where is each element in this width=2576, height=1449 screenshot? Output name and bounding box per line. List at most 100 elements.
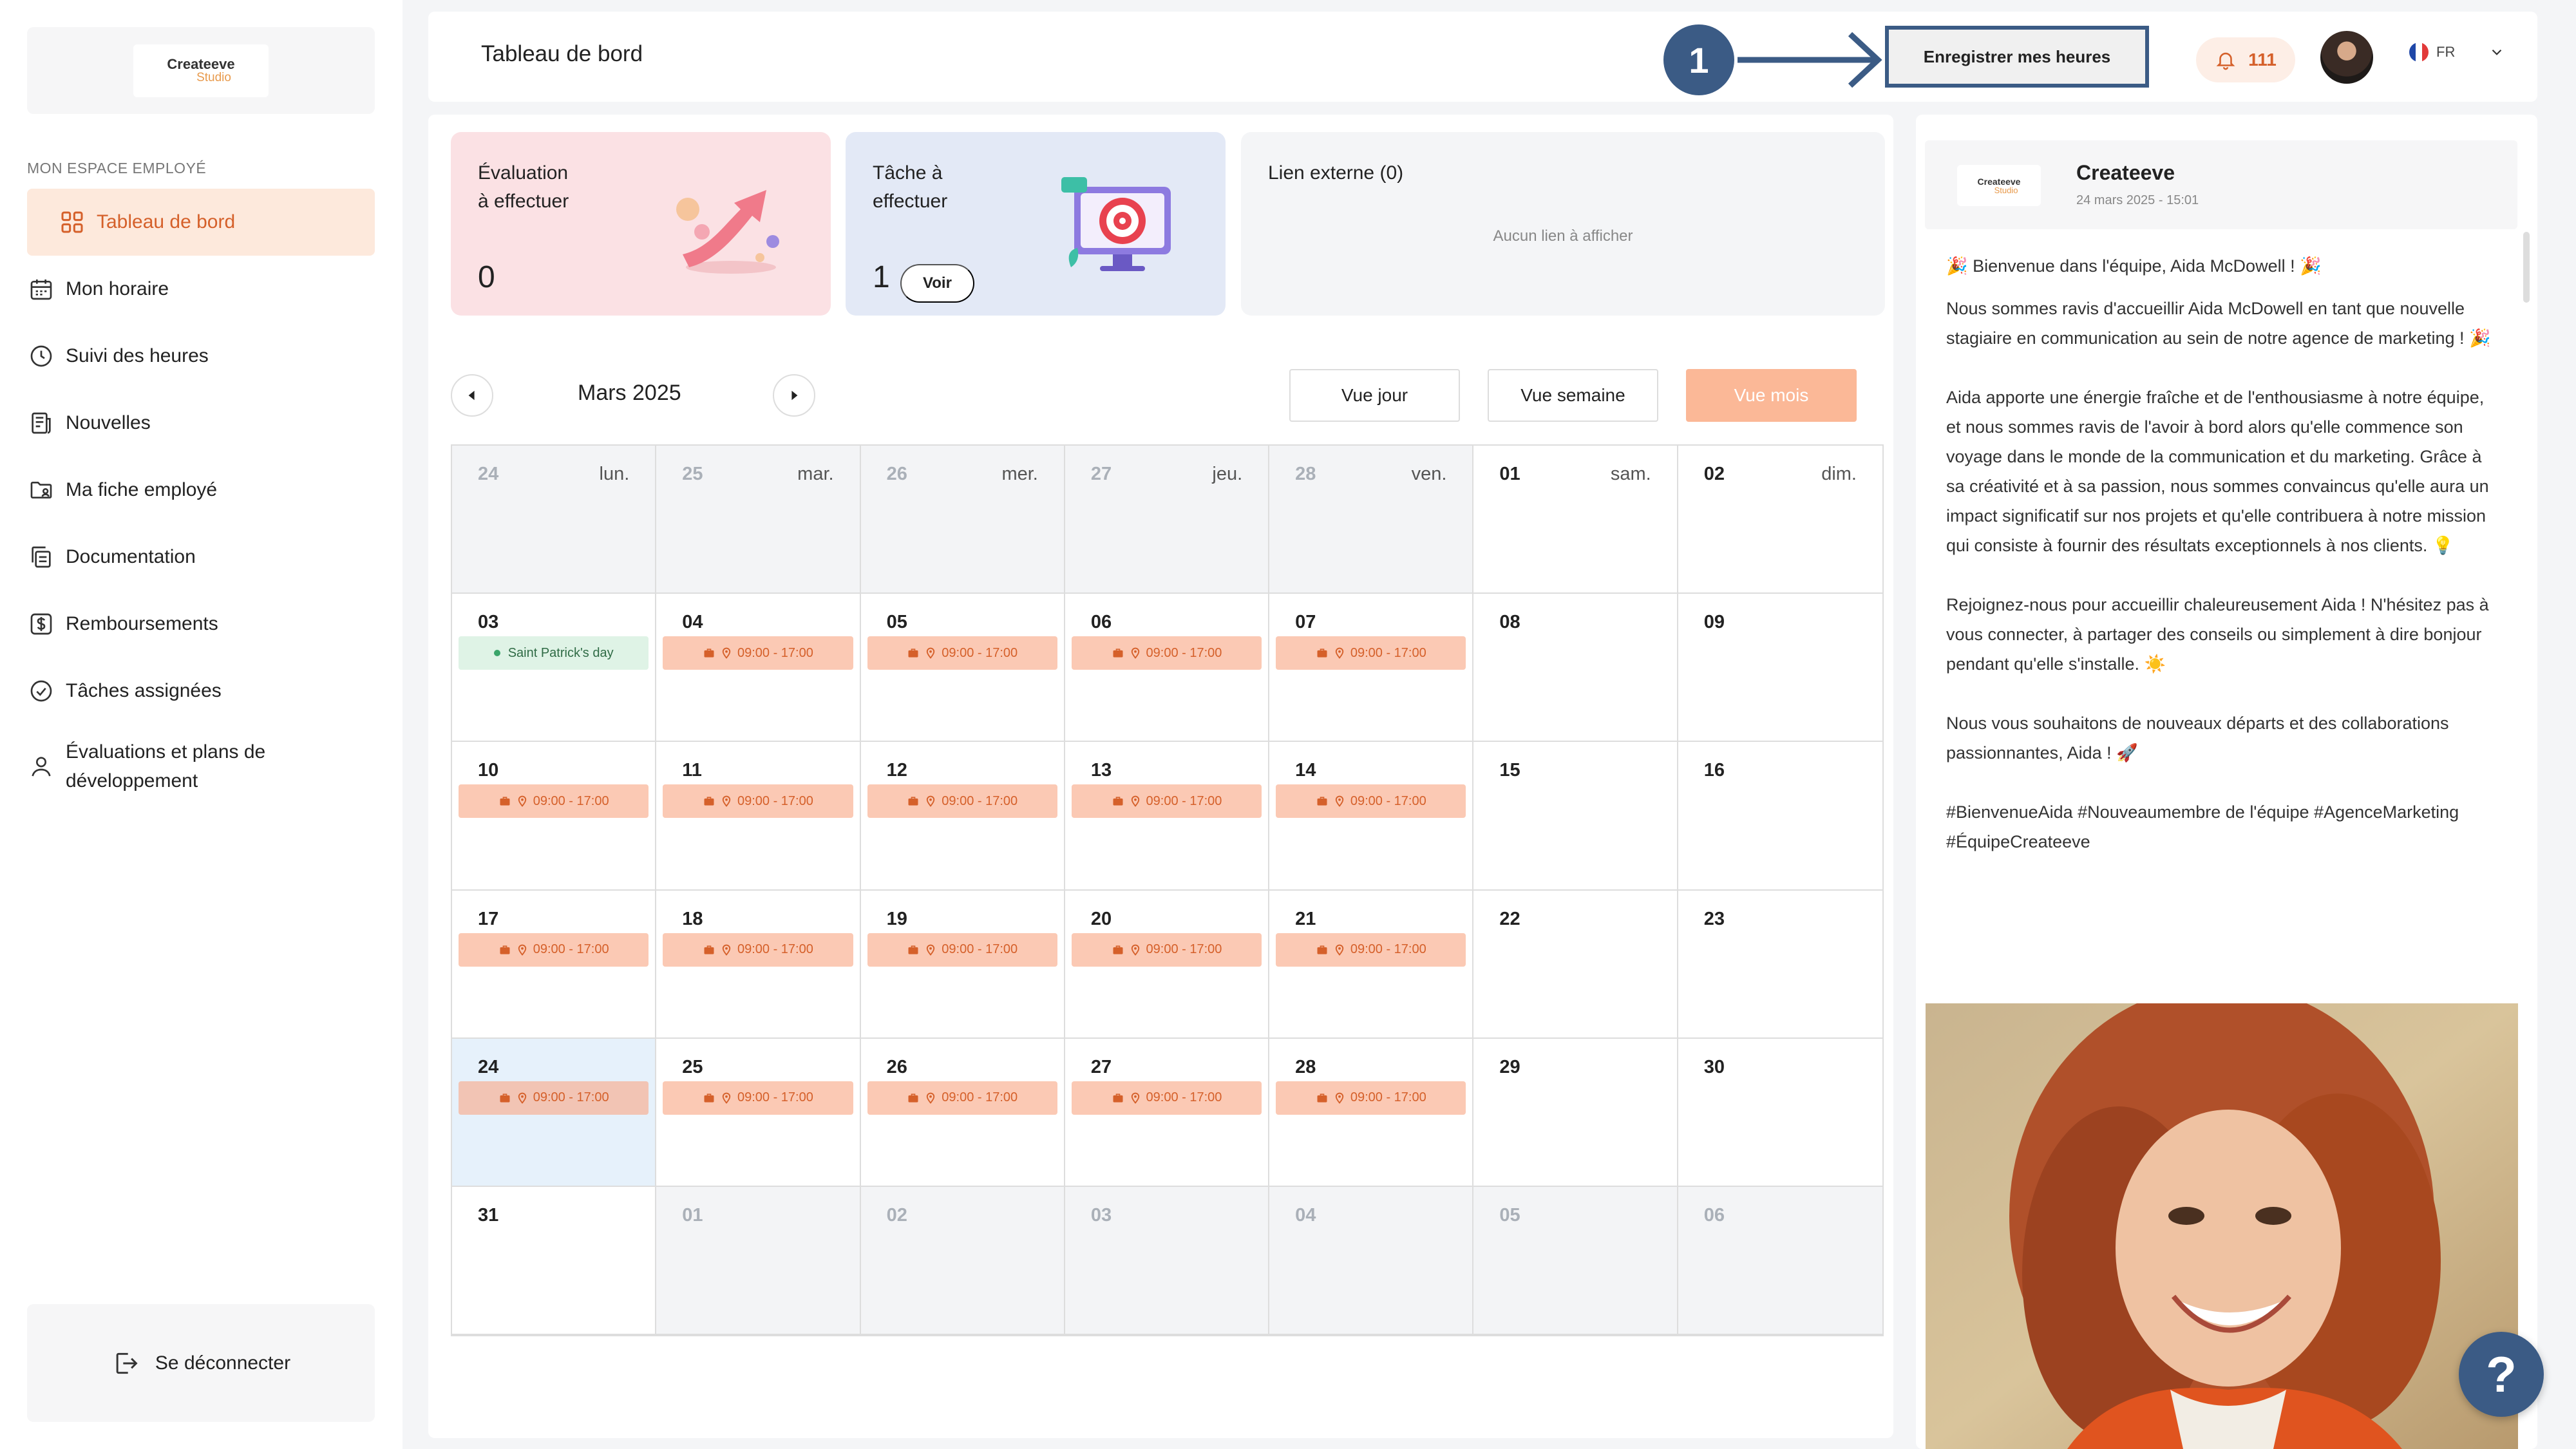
shift-event[interactable]: 09:00 - 17:00 (663, 636, 853, 670)
calendar-day-cell[interactable]: 23 (1678, 890, 1882, 1039)
shift-event[interactable]: 09:00 - 17:00 (1276, 784, 1466, 819)
calendar-day-cell[interactable]: 07 09:00 - 17:00 (1269, 594, 1474, 743)
shift-event[interactable]: 09:00 - 17:00 (663, 784, 853, 819)
calendar-day-cell[interactable]: 05 (1473, 1186, 1678, 1335)
sidebar-item-news[interactable]: Nouvelles (27, 390, 375, 457)
calendar-day-cell[interactable]: 28 09:00 - 17:00 (1269, 1038, 1474, 1187)
calendar-day-cell[interactable]: 27 jeu. (1065, 446, 1270, 594)
calendar-day-cell[interactable]: 26 mer. (860, 446, 1065, 594)
calendar-day-cell[interactable]: 30 (1678, 1038, 1882, 1187)
location-pin-icon (1131, 944, 1139, 956)
shift-event[interactable]: 09:00 - 17:00 (1071, 784, 1262, 819)
sidebar-item-time-tracking[interactable]: Suivi des heures (27, 323, 375, 390)
calendar-day-cell[interactable]: 11 09:00 - 17:00 (656, 742, 861, 891)
calendar-day-cell[interactable]: 09 (1678, 594, 1882, 743)
calendar-day-cell[interactable]: 21 09:00 - 17:00 (1269, 890, 1474, 1039)
shift-event[interactable]: 09:00 - 17:00 (459, 1081, 649, 1115)
sidebar-item-employee-file[interactable]: Ma fiche employé (27, 457, 375, 524)
shift-time: 09:00 - 17:00 (1146, 1090, 1222, 1105)
sidebar-item-assigned-tasks[interactable]: Tâches assignées (27, 658, 375, 724)
evaluation-card[interactable]: Évaluation à effectuer 0 (451, 132, 831, 316)
briefcase-icon (500, 1093, 510, 1103)
calendar-day-cell[interactable]: 06 09:00 - 17:00 (1065, 594, 1270, 743)
target-illustration-icon (1061, 177, 1171, 271)
shift-event[interactable]: 09:00 - 17:00 (459, 933, 649, 967)
calendar-day-cell[interactable]: 10 09:00 - 17:00 (452, 742, 657, 891)
view-week-button[interactable]: Vue semaine (1488, 369, 1658, 422)
shift-event[interactable]: 09:00 - 17:00 (1071, 1081, 1262, 1115)
calendar-day-cell[interactable]: 28 ven. (1269, 446, 1474, 594)
logout-button[interactable]: Se déconnecter (27, 1304, 375, 1422)
calendar-day-cell[interactable]: 25 mar. (656, 446, 861, 594)
sidebar-item-evaluations[interactable]: Évaluations et plans de développement (27, 724, 375, 808)
calendar-day-cell[interactable]: 18 09:00 - 17:00 (656, 890, 861, 1039)
shift-event[interactable]: 09:00 - 17:00 (867, 933, 1057, 967)
notifications-button[interactable]: 111 (2196, 37, 2295, 82)
calendar-day-cell[interactable]: 15 (1473, 742, 1678, 891)
day-number: 18 (682, 908, 703, 929)
calendar-day-cell[interactable]: 25 09:00 - 17:00 (656, 1038, 861, 1187)
calendar-day-cell[interactable]: 01 sam. (1473, 446, 1678, 594)
calendar-day-cell[interactable]: 04 (1269, 1186, 1474, 1335)
day-number: 02 (1703, 464, 1725, 484)
shift-event[interactable]: 09:00 - 17:00 (1071, 636, 1262, 670)
calendar-day-cell[interactable]: 13 09:00 - 17:00 (1065, 742, 1270, 891)
avatar[interactable] (2320, 31, 2373, 84)
view-day-button[interactable]: Vue jour (1289, 369, 1460, 422)
next-month-button[interactable] (773, 374, 815, 417)
shift-event[interactable]: 09:00 - 17:00 (459, 784, 649, 819)
shift-event[interactable]: 09:00 - 17:00 (1276, 636, 1466, 670)
brand-logo[interactable]: Createeve Studio (133, 44, 269, 97)
sidebar-item-reimbursements[interactable]: Remboursements (27, 591, 375, 658)
register-hours-button[interactable]: Enregistrer mes heures (1885, 26, 2149, 88)
sidebar-item-documentation[interactable]: Documentation (27, 524, 375, 591)
view-task-button[interactable]: Voir (900, 264, 974, 303)
shift-event[interactable]: 09:00 - 17:00 (1276, 933, 1466, 967)
shift-event[interactable]: 09:00 - 17:00 (1276, 1081, 1466, 1115)
calendar-day-cell[interactable]: 31 (452, 1186, 657, 1335)
shift-event[interactable]: 09:00 - 17:00 (867, 784, 1057, 819)
post-date: 24 mars 2025 - 15:01 (2076, 193, 2199, 207)
calendar-day-cell[interactable]: 14 09:00 - 17:00 (1269, 742, 1474, 891)
sidebar-item-dashboard[interactable]: Tableau de bord (27, 189, 375, 256)
calendar-day-cell[interactable]: 02 (860, 1186, 1065, 1335)
prev-month-button[interactable] (451, 374, 493, 417)
briefcase-icon (908, 945, 918, 954)
calendar-day-cell[interactable]: 04 09:00 - 17:00 (656, 594, 861, 743)
calendar-day-cell[interactable]: 27 09:00 - 17:00 (1065, 1038, 1270, 1187)
calendar-day-cell[interactable]: 12 09:00 - 17:00 (860, 742, 1065, 891)
shift-event[interactable]: 09:00 - 17:00 (867, 1081, 1057, 1115)
calendar-day-cell[interactable]: 22 (1473, 890, 1678, 1039)
calendar-day-cell[interactable]: 16 (1678, 742, 1882, 891)
chevron-down-icon (2492, 49, 2502, 55)
calendar-day-cell[interactable]: 03 (1065, 1186, 1270, 1335)
sidebar-item-label: Mon horaire (66, 278, 169, 299)
task-card[interactable]: Tâche à effectuer 1 Voir (846, 132, 1226, 316)
day-number: 24 (478, 1056, 499, 1077)
calendar-day-cell[interactable]: 05 09:00 - 17:00 (860, 594, 1065, 743)
language-selector[interactable]: FR (2409, 43, 2505, 62)
shift-time: 09:00 - 17:00 (942, 1090, 1018, 1105)
feed-scrollbar[interactable] (2523, 232, 2530, 303)
calendar-day-cell[interactable]: 02 dim. (1678, 446, 1882, 594)
shift-event[interactable]: 09:00 - 17:00 (1071, 933, 1262, 967)
calendar-day-cell[interactable]: 08 (1473, 594, 1678, 743)
calendar-day-cell[interactable]: 06 (1678, 1186, 1882, 1335)
shift-event[interactable]: 09:00 - 17:00 (663, 933, 853, 967)
calendar-day-cell[interactable]: 01 (656, 1186, 861, 1335)
sidebar-item-schedule[interactable]: Mon horaire (27, 256, 375, 323)
news-feed: Createeve Studio Createeve 24 mars 2025 … (1916, 115, 2537, 1449)
calendar-day-cell[interactable]: 19 09:00 - 17:00 (860, 890, 1065, 1039)
calendar-day-cell[interactable]: 03 Saint Patrick's day (452, 594, 657, 743)
calendar-day-cell[interactable]: 17 09:00 - 17:00 (452, 890, 657, 1039)
calendar-day-cell[interactable]: 26 09:00 - 17:00 (860, 1038, 1065, 1187)
help-button[interactable]: ? (2459, 1332, 2544, 1417)
calendar-day-cell[interactable]: 24 lun. (452, 446, 657, 594)
shift-event[interactable]: 09:00 - 17:00 (663, 1081, 853, 1115)
calendar-day-cell[interactable]: 24 09:00 - 17:00 (452, 1038, 657, 1187)
holiday-event[interactable]: Saint Patrick's day (459, 636, 649, 670)
shift-event[interactable]: 09:00 - 17:00 (867, 636, 1057, 670)
view-month-button[interactable]: Vue mois (1686, 369, 1857, 422)
calendar-day-cell[interactable]: 20 09:00 - 17:00 (1065, 890, 1270, 1039)
calendar-day-cell[interactable]: 29 (1473, 1038, 1678, 1187)
